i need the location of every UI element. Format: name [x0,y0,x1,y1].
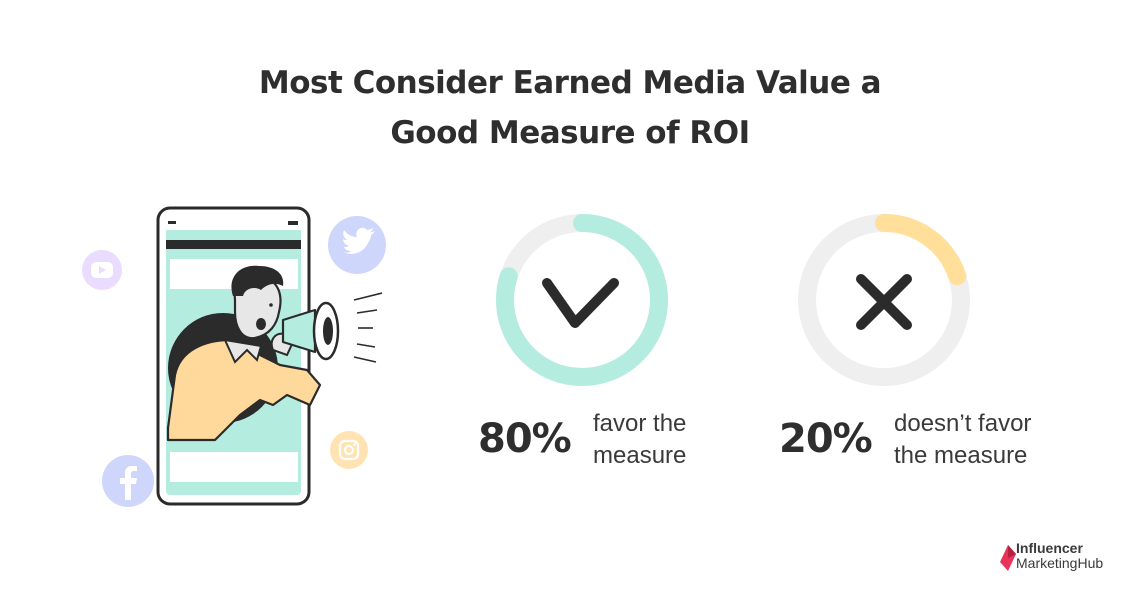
caption-unfavor-line-2: the measure [894,442,1028,469]
brand-mark-icon [1000,545,1016,571]
caption-favor-line-2: measure [593,442,687,469]
title-line-1: Most Consider Earned Media Value a [258,65,882,101]
caption-unfavor-line-1: doesn’t favor [894,410,1032,437]
x-icon [856,274,912,330]
caption-favor-line-1: favor the [593,410,687,437]
chart-title: Most Consider Earned Media Value a Good … [170,58,970,158]
donut-unfavor [789,205,979,395]
caption-favor: favor the measure [593,408,686,472]
donut-favor [487,205,677,395]
brand-line-2: MarketingHub [1016,555,1104,571]
twitter-icon [328,216,386,274]
donut-arc-unfavor [875,214,967,286]
instagram-icon [330,431,368,469]
check-icon [542,278,619,328]
brand-logo: Influencer MarketingHub [1000,541,1130,573]
caption-unfavor: doesn’t favor the measure [894,408,1031,472]
facebook-icon [102,455,154,507]
illustration [75,200,405,520]
percent-favor: 80% [478,416,572,462]
megaphone-icon [281,292,383,363]
youtube-icon [82,250,122,290]
title-line-2: Good Measure of ROI [390,115,750,151]
donut-arc-favor [496,214,668,386]
percent-unfavor: 20% [779,416,873,462]
brand-line-1: Influencer [1016,540,1083,556]
